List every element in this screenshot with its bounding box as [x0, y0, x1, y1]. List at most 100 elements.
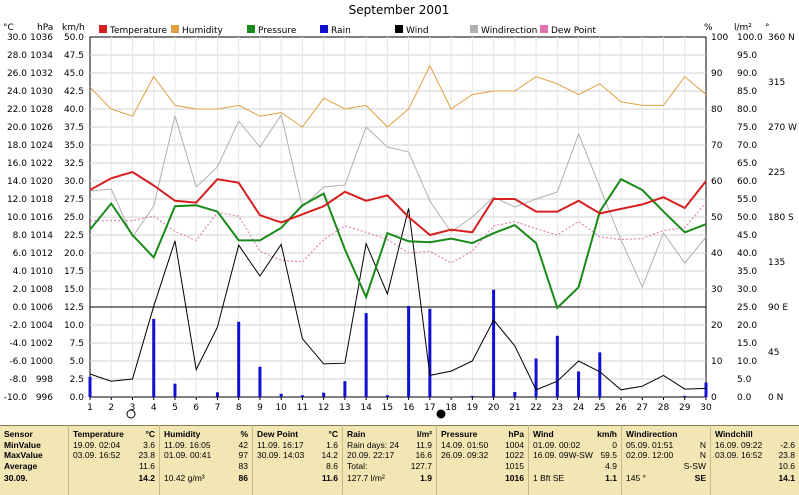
wind-tick-label: 22.5 [64, 231, 84, 241]
x-tick-label: 30 [700, 403, 712, 413]
wind-tick-label: 25.0 [64, 213, 84, 223]
rain-tick-label: 5.0 [737, 375, 752, 385]
dew-last: 11.6 [321, 473, 338, 483]
temp-tick-label: 10.0 [7, 213, 27, 223]
chill-header: Windchill [715, 429, 753, 439]
hum-max-date: 01.09. 00:41 [164, 450, 212, 460]
pres-unit: hPa [508, 429, 524, 439]
stats-col-sensor: Sensor MinValue MaxValue Average 30.09. [0, 425, 68, 495]
dew-min: 1.6 [326, 439, 338, 450]
x-tick-label: 4 [151, 403, 157, 413]
rain-tick-label: 40.0 [737, 249, 757, 259]
hum-last: 86 [238, 473, 248, 483]
dir-deg: 145 ° [626, 473, 646, 483]
dew-max: 14.2 [321, 450, 338, 460]
temp-tick-label: -2.0 [9, 321, 27, 331]
temp-tick-label: 12.0 [7, 195, 27, 205]
stats-panel [0, 425, 799, 495]
wind-tick-label: 17.5 [64, 267, 84, 277]
rain-bar [492, 289, 496, 397]
humidity-tick-label: 0 [711, 393, 717, 403]
x-tick-label: 20 [488, 403, 500, 413]
direction-tick-label: 270 W [768, 123, 797, 133]
weather-chart: September 2001 Temperature Humidity Pressu… [3, 3, 797, 419]
stat-label-avg: Average [4, 460, 38, 471]
humidity-tick-label: 50 [711, 213, 723, 223]
humidity-tick-label: 40 [711, 249, 723, 259]
dew-unit: °C [328, 429, 338, 439]
hum-avg: 83 [238, 460, 248, 471]
rain-d1: 11.9 [416, 439, 432, 450]
series-lines [89, 64, 707, 391]
series-line-temperature [89, 170, 707, 237]
rain-tick-label: 45.0 [737, 231, 757, 241]
rain-bar [683, 395, 687, 397]
temp-tick-label: 22.0 [7, 105, 27, 115]
pres-min-date: 14.09. 01:50 [441, 439, 489, 450]
legend-swatch-humidity [171, 25, 179, 33]
x-tick-label: 23 [552, 403, 563, 413]
humidity-tick-label: 30 [711, 285, 723, 295]
dir-max-date: 02.09. 12:00 [626, 450, 674, 460]
legend-label-windirection: Windirection [481, 26, 537, 36]
temp-tick-label: 2.0 [13, 285, 28, 295]
rain-last: 1.9 [420, 473, 432, 483]
rain-bar [598, 352, 602, 397]
rain-bar [88, 376, 92, 397]
hpa-tick-label: 1006 [30, 303, 53, 313]
legend-swatch-temperature [99, 25, 107, 33]
x-tick-label: 1 [87, 403, 93, 413]
x-tick-label: 6 [193, 403, 199, 413]
hpa-tick-label: 998 [36, 375, 53, 385]
wind-tick-label: 7.5 [70, 339, 84, 349]
dew-header: Dew Point [257, 429, 299, 439]
hum-min: 42 [238, 439, 248, 450]
pres-avg: 1015 [505, 460, 524, 471]
direction-tick-label: 315 [768, 78, 785, 88]
rain-tick-label: 70.0 [737, 141, 757, 151]
x-tick-label: 7 [215, 403, 221, 413]
series-line-pressure [89, 177, 707, 310]
chill-last: 14.1 [778, 473, 795, 483]
stats-col-windir: Windirection 05.09. 01:51 N 02.09. 12:00 N… [621, 425, 710, 495]
wind-bft: 1 Bft SE [533, 473, 565, 483]
hpa-tick-label: 1008 [30, 285, 53, 295]
temp-unit: °C [145, 429, 155, 439]
temp-tick-label: -8.0 [9, 375, 27, 385]
x-tick-label: 12 [318, 403, 329, 413]
axis-units: °C hPa km/h % l/m² ° [3, 23, 770, 33]
x-tick-label: 25 [594, 403, 605, 413]
rain-tick-label: 60.0 [737, 177, 757, 187]
humidity-tick-label: 70 [711, 141, 723, 151]
chill-avg: 10.6 [778, 460, 795, 471]
hum-min-date: 11.09. 16:05 [164, 439, 211, 450]
rain-bar [258, 366, 262, 397]
unit-rain: l/m² [734, 23, 752, 33]
rain-bar [385, 395, 389, 397]
wind-tick-label: 47.5 [64, 51, 84, 61]
humidity-tick-label: 100 [711, 33, 728, 43]
x-tick-label: 13 [339, 403, 350, 413]
hpa-tick-label: 1028 [30, 105, 53, 115]
temp-tick-label: 18.0 [7, 141, 27, 151]
chill-max-date: 03.09. 16:52 [715, 450, 763, 460]
temp-max: 23.8 [138, 450, 155, 460]
rain-bar [237, 321, 241, 397]
x-tick-label: 10 [275, 403, 287, 413]
hpa-tick-label: 1002 [30, 339, 53, 349]
unit-kmh: km/h [62, 23, 85, 33]
rain-bar [343, 381, 347, 397]
unit-hpa: hPa [37, 23, 53, 33]
stats-col-pressure: Pressure hPa 14.09. 01:50 1004 26.09. 09:3… [436, 425, 528, 495]
x-tick-label: 29 [679, 403, 691, 413]
full-moon-marker [126, 409, 136, 419]
rain-tick-label: 95.0 [737, 51, 757, 61]
hpa-tick-label: 996 [36, 393, 53, 403]
hpa-tick-label: 1014 [30, 231, 53, 241]
direction-tick-label: 0 N [768, 393, 783, 403]
temp-tick-label: 30.0 [7, 33, 27, 43]
wind-header: Wind [533, 429, 554, 439]
wind-tick-label: 0.0 [70, 393, 85, 403]
rain-bar [470, 395, 474, 397]
rain-total: 127.7 [410, 460, 432, 471]
